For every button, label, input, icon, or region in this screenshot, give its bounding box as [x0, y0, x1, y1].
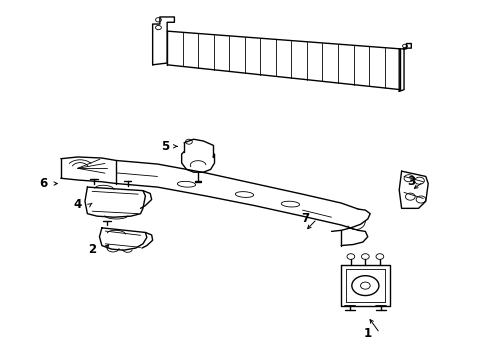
Text: 3: 3: [407, 175, 414, 188]
Text: 4: 4: [73, 198, 81, 211]
Text: 5: 5: [160, 140, 168, 153]
Text: 6: 6: [40, 177, 48, 190]
Text: 7: 7: [300, 212, 308, 225]
Text: 1: 1: [363, 327, 371, 339]
Text: 2: 2: [88, 243, 96, 256]
